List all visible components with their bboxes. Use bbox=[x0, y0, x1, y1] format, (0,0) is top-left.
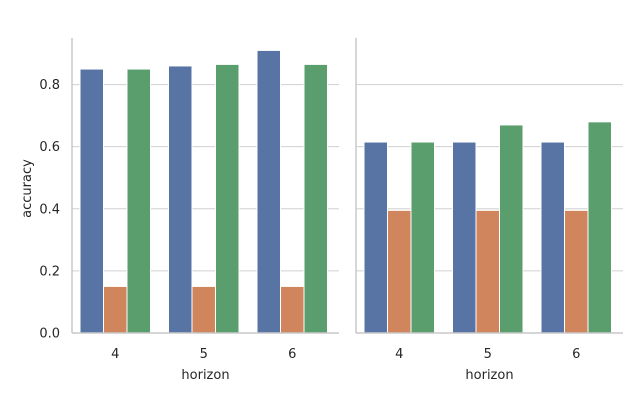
bar-2-5 bbox=[191, 285, 216, 334]
y-tick-label: 0.2 bbox=[39, 264, 60, 279]
bar-1-6 bbox=[540, 141, 565, 334]
bar-2-4 bbox=[103, 285, 128, 334]
bar-1-5 bbox=[168, 65, 193, 334]
bar-3-5 bbox=[215, 63, 240, 334]
subplot-2: 4 5 6 horizon bbox=[355, 38, 623, 383]
bar-3-6 bbox=[303, 63, 328, 334]
y-tick-label: 0.6 bbox=[39, 140, 60, 155]
bar-2-6 bbox=[280, 285, 305, 334]
y-tick-label: 0.4 bbox=[39, 202, 60, 217]
x-axis-label: horizon bbox=[181, 368, 229, 383]
bar-1-6 bbox=[256, 49, 281, 334]
y-tick-label: 0.8 bbox=[39, 78, 60, 93]
x-axis-label: horizon bbox=[465, 368, 513, 383]
bar-3-4 bbox=[410, 141, 435, 334]
y-tick-label: 0.0 bbox=[39, 327, 60, 342]
bar-1-4 bbox=[363, 141, 388, 334]
x-tick-label: 6 bbox=[288, 347, 296, 362]
subplot-1: 0.0 0.2 0.4 0.6 0.8 4 5 6 horizon accuracy bbox=[20, 38, 339, 383]
x-tick-label: 4 bbox=[395, 347, 403, 362]
bar-3-5 bbox=[499, 124, 524, 334]
x-tick-label: 5 bbox=[200, 347, 208, 362]
x-tick-label: 6 bbox=[572, 347, 580, 362]
x-tick-label: 5 bbox=[484, 347, 492, 362]
bar-2-5 bbox=[475, 209, 500, 334]
bar-2-4 bbox=[387, 209, 412, 334]
x-tick-label: 4 bbox=[111, 347, 119, 362]
bar-1-4 bbox=[79, 68, 104, 334]
bar-3-4 bbox=[126, 68, 151, 334]
bar-3-6 bbox=[587, 121, 612, 334]
bar-1-5 bbox=[452, 141, 477, 334]
bar-2-6 bbox=[564, 209, 589, 334]
y-axis-label: accuracy bbox=[20, 159, 35, 218]
